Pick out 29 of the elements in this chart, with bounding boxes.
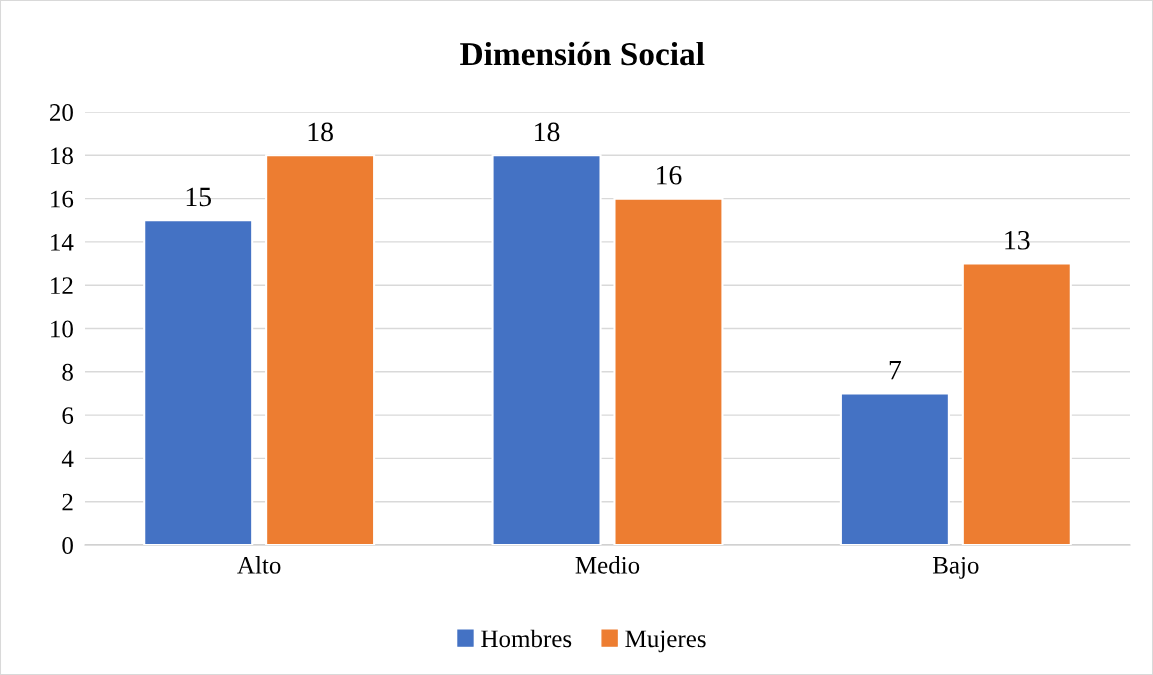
bar: [961, 262, 1072, 545]
data-label: 13: [1005, 230, 1030, 250]
y-tick-label: 6: [62, 407, 74, 425]
legend-label: Hombres: [481, 629, 572, 648]
data-label: 18: [535, 122, 560, 142]
data-label: 7: [889, 361, 902, 380]
bar: [613, 197, 724, 545]
data-label: 16: [657, 165, 682, 185]
y-tick-label: 0: [62, 537, 73, 554]
data-label: 18: [308, 122, 333, 142]
y-tick-label: 18: [51, 147, 73, 165]
data-label: 15: [186, 187, 212, 207]
x-tick-label: Alto: [237, 556, 281, 574]
x-tick-label: Bajo: [932, 556, 979, 579]
y-tick-label: 16: [51, 190, 74, 208]
y-tick-label: 2: [62, 493, 73, 511]
y-tick-label: 12: [51, 277, 73, 294]
bar: [491, 154, 602, 545]
bar: [143, 219, 254, 545]
y-tick-label: 4: [61, 450, 74, 468]
y-tick-label: 14: [51, 234, 74, 251]
chart-title: Dimensión Social: [460, 41, 705, 66]
legend-label: Mujeres: [625, 630, 706, 653]
y-tick-label: 10: [51, 320, 73, 338]
y-tick-label: 20: [49, 104, 73, 121]
y-tick-label: 8: [62, 363, 73, 381]
bar: [839, 392, 950, 545]
x-tick-label: Medio: [575, 556, 640, 574]
bar: [265, 154, 376, 545]
